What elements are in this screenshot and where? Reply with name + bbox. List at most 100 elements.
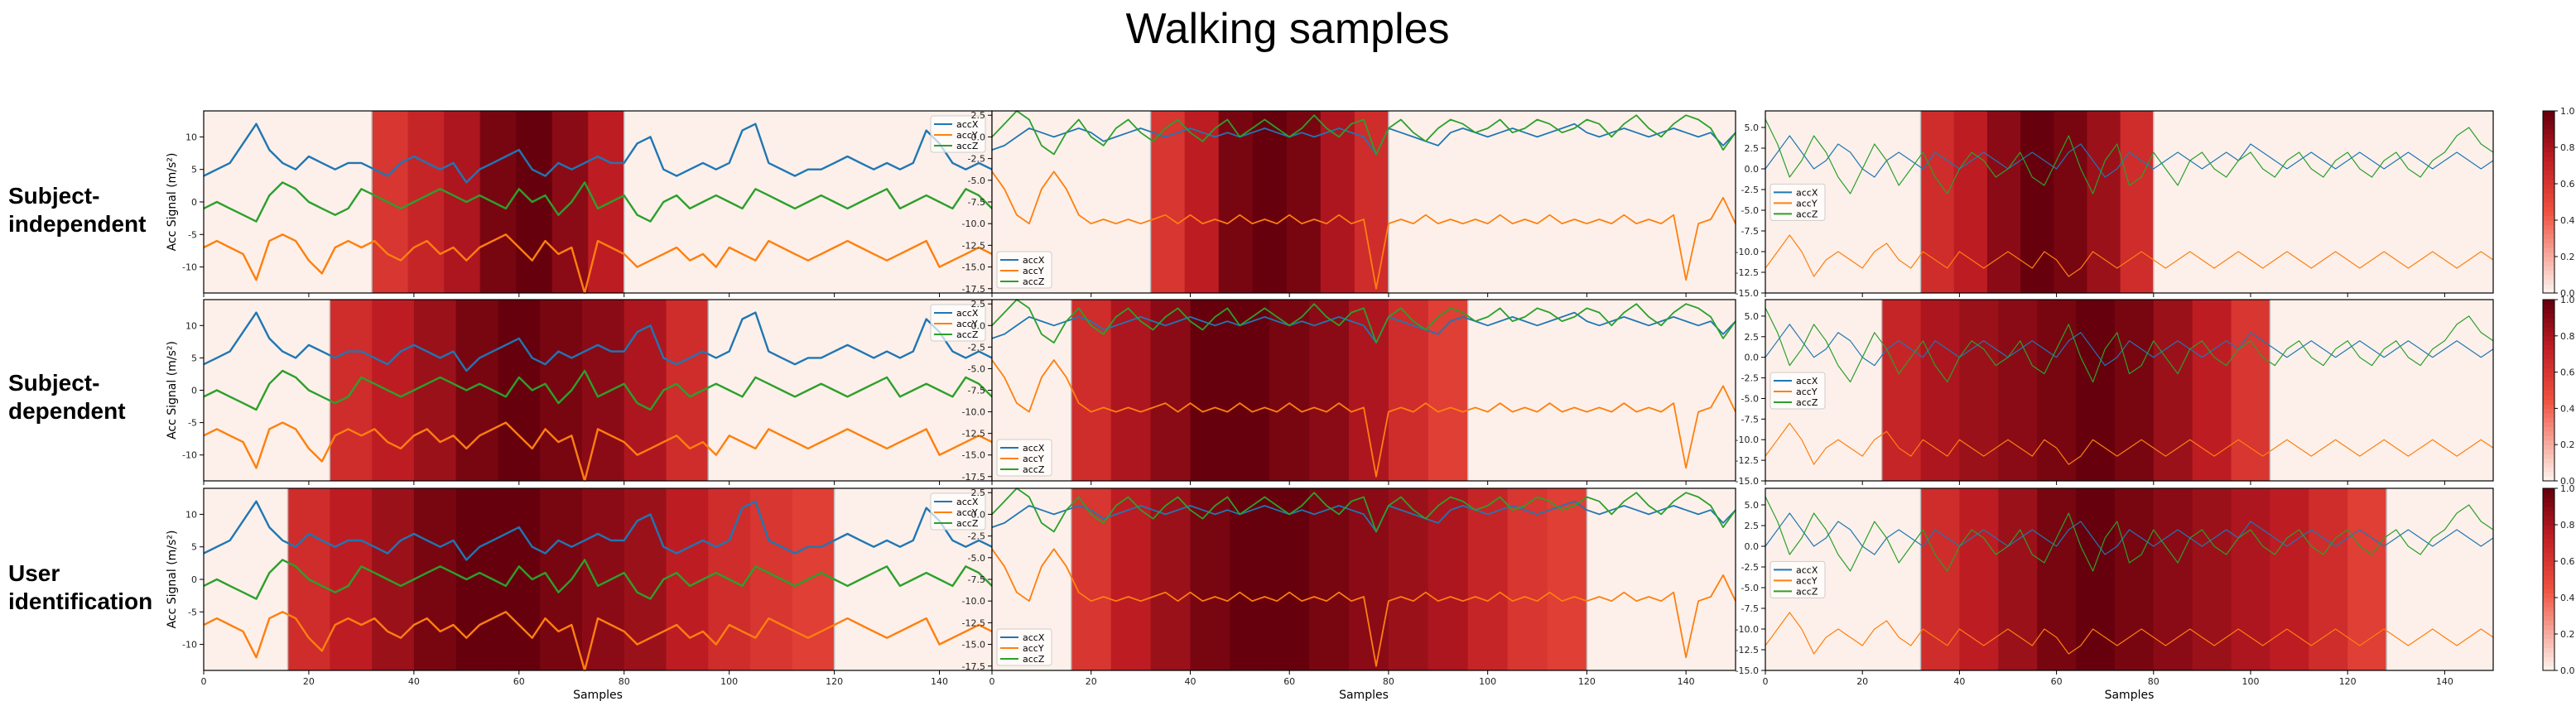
y-axis-label: Acc Signal (m/s²) <box>166 531 179 629</box>
row-label-line: Subject- <box>8 370 99 396</box>
attribution-band <box>2037 300 2077 481</box>
y-tick-label: -2.5 <box>1741 373 1759 384</box>
series-line-accX <box>203 122 993 184</box>
series-line-accZ <box>991 487 1736 533</box>
y-tick-label: -10.0 <box>1736 624 1759 635</box>
y-tick-label: -12.5 <box>962 617 985 628</box>
attribution-band <box>1071 488 1112 670</box>
x-tick-label: 120 <box>2339 676 2357 687</box>
x-tick-label: 0 <box>989 676 995 687</box>
colorbar-step <box>2543 147 2554 153</box>
x-axis-label: Samples <box>573 689 623 702</box>
legend-label-accX: accX <box>1796 187 1818 198</box>
colorbar-step <box>2543 390 2554 396</box>
series-line-accY <box>1765 422 2494 465</box>
y-tick-label: -15.0 <box>1736 476 1759 487</box>
colorbar-step <box>2543 349 2554 355</box>
colorbar: 0.0 0.2 0.4 0.6 0.8 1.0 <box>2542 295 2575 487</box>
attribution-band <box>1190 488 1230 670</box>
colorbar-step <box>2543 317 2554 323</box>
colorbar-step <box>2543 300 2554 305</box>
y-tick-label: 0.0 <box>1745 541 1760 552</box>
y-tick-label: -15.0 <box>1736 288 1759 299</box>
colorbar-tick-label: 0.0 <box>2560 665 2575 676</box>
x-tick-label: 120 <box>826 676 843 687</box>
attribution-band <box>330 300 373 481</box>
legend-label-accZ: accZ <box>956 141 979 151</box>
attribution-band <box>1953 111 1988 293</box>
colorbar-step <box>2543 529 2554 535</box>
attribution-band <box>413 300 457 481</box>
colorbar-tick-label: 0.6 <box>2560 367 2575 378</box>
attribution-band <box>2309 488 2348 670</box>
y-tick-label: -15.0 <box>962 262 985 273</box>
y-tick-label: -15.0 <box>962 640 985 651</box>
y-tick-label: 2.5 <box>1745 143 1760 154</box>
legend-label-accX: accX <box>1796 564 1818 575</box>
y-tick-label: -5 <box>188 418 197 429</box>
colorbar-step <box>2543 257 2554 262</box>
row-label-subject-dependent: Subject- dependent <box>8 370 126 424</box>
colorbar-step <box>2543 188 2554 194</box>
colorbar-step <box>2543 634 2554 640</box>
attribution-band <box>1998 488 2038 670</box>
y-tick-label: -10 <box>182 450 197 461</box>
colorbar-step <box>2543 620 2554 626</box>
colorbar-step <box>2543 308 2554 315</box>
colorbar-step <box>2543 507 2554 512</box>
attribution-band <box>1150 300 1191 481</box>
colorbar-step <box>2543 652 2554 658</box>
x-tick-label: 140 <box>931 676 948 687</box>
y-tick-label: 10 <box>185 509 197 520</box>
series-line-accZ <box>991 110 1736 156</box>
y-tick-label: 10 <box>185 132 197 142</box>
x-tick-label: 0 <box>201 676 207 687</box>
colorbar-tick-label: 1.0 <box>2560 295 2575 305</box>
colorbar-step <box>2543 538 2554 544</box>
y-tick-label: 2.5 <box>971 110 986 121</box>
y-tick-label: 5.0 <box>1745 500 1760 511</box>
legend-label-accY: accY <box>1796 387 1818 397</box>
legend-label-accY: accY <box>956 507 978 518</box>
x-tick-label: 20 <box>1086 676 1097 687</box>
row-label-user-identification: User identification <box>8 560 152 614</box>
y-tick-label: -2.5 <box>968 154 985 165</box>
colorbar-step <box>2543 588 2554 594</box>
attribution-band <box>1150 111 1186 293</box>
colorbar-step <box>2543 335 2554 341</box>
colorbar-step <box>2543 161 2554 166</box>
series-line-accZ <box>203 181 993 223</box>
y-tick-label: -12.5 <box>1736 645 1759 656</box>
attribution-band <box>581 300 625 481</box>
y-tick-label: -17.5 <box>962 284 985 295</box>
colorbar-step <box>2543 579 2554 585</box>
attribution-band <box>2192 300 2232 481</box>
y-tick-label: -17.5 <box>962 472 985 483</box>
colorbar-step <box>2543 656 2554 662</box>
colorbar-step <box>2543 661 2554 667</box>
colorbar-step <box>2543 179 2554 185</box>
attribution-band <box>1959 488 1999 670</box>
y-tick-label: -7.5 <box>1741 414 1759 425</box>
colorbar-tick-label: 0.2 <box>2560 439 2575 450</box>
attribution-band <box>1920 111 1955 293</box>
attribution-band <box>624 300 667 481</box>
colorbar-step <box>2543 120 2554 126</box>
colorbar-step <box>2543 220 2554 226</box>
chart-panel-r0-c2: -15.0 -12.5 -10.0 -7.5 -5.0 -2.5 0.0 2.5 5.0 accX… <box>1736 110 2494 299</box>
attribution-band <box>581 488 625 670</box>
colorbar-tick-label: 0.4 <box>2560 593 2575 603</box>
y-tick-label: -10.0 <box>1736 435 1759 445</box>
colorbar-step <box>2543 511 2554 516</box>
y-tick-label: 0.0 <box>971 509 986 520</box>
y-tick-label: 0 <box>191 574 197 585</box>
colorbar-step <box>2543 611 2554 617</box>
attribution-band <box>1150 488 1191 670</box>
attribution-band <box>1110 488 1152 670</box>
